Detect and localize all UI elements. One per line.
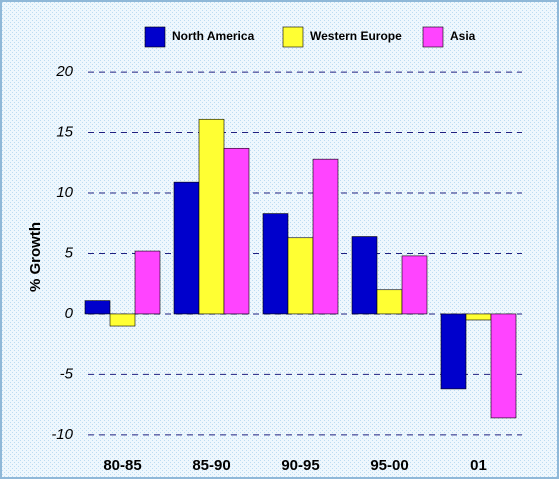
bar [109,313,136,327]
y-axis-label: % Growth [27,222,44,292]
x-tick-label: 80-85 [103,457,141,474]
legend-label: Western Europe [310,29,402,43]
bar [173,181,200,315]
y-tick-label: -5 [60,365,74,382]
legend-label: Asia [450,29,476,43]
bar [312,158,339,315]
x-tick-label: 01 [470,457,487,474]
legend-swatch [282,26,304,48]
legend-label: North America [172,29,255,43]
bar [351,236,378,315]
y-tick-label: 20 [55,63,73,80]
bar [223,147,250,315]
y-tick-label: 15 [56,124,73,141]
x-tick-label: 95-00 [370,457,408,474]
bar [376,289,403,315]
y-tick-label: 10 [56,184,73,201]
legend-swatch [144,26,166,48]
bar [134,250,161,315]
bar [198,118,225,315]
bar [287,237,314,315]
bar [440,313,467,390]
y-tick-label: 0 [65,305,74,322]
bar [262,213,289,315]
legend-swatch [422,26,444,48]
bar [84,300,111,315]
bar [401,255,428,315]
y-tick-label: 5 [65,244,74,261]
bar [490,313,517,419]
bar [465,313,492,321]
x-tick-label: 85-90 [192,457,230,474]
y-tick-label: -10 [51,426,73,443]
x-tick-label: 90-95 [281,457,319,474]
